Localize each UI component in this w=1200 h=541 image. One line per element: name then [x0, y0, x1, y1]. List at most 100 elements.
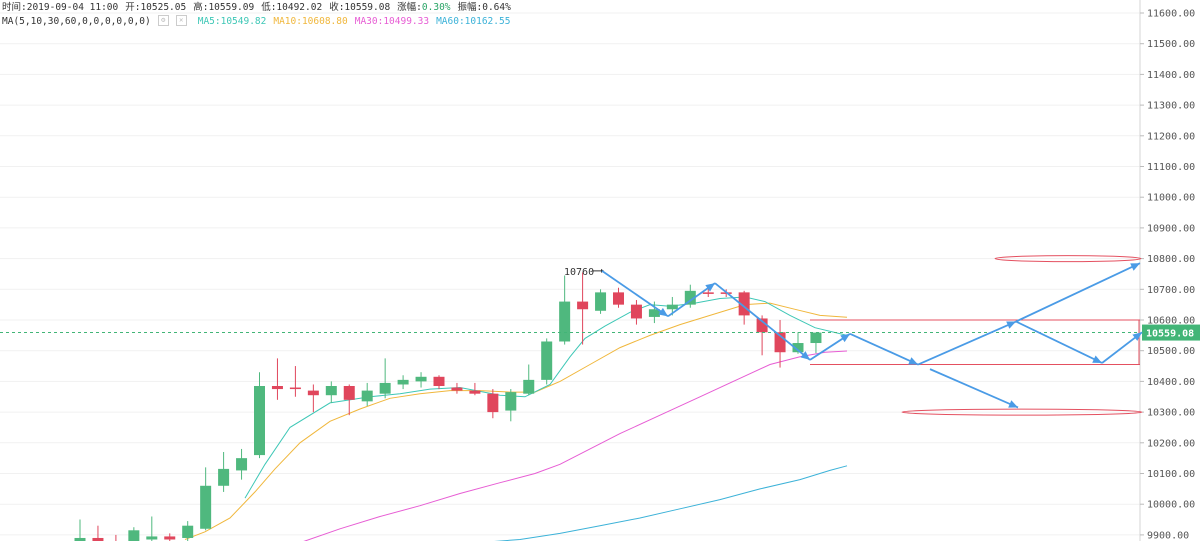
candle — [433, 375, 445, 390]
projection-line — [667, 282, 716, 318]
candle — [289, 366, 301, 397]
candle-body — [74, 537, 86, 541]
projection-arrow — [1015, 262, 1141, 323]
tick-label: 11300.00 — [1147, 101, 1195, 112]
candle — [164, 533, 176, 541]
candle-body — [397, 379, 409, 385]
candle-body — [361, 390, 373, 402]
projection-arrowhead — [1132, 332, 1142, 341]
candle — [523, 364, 535, 396]
projection-arrow — [1101, 331, 1143, 364]
projection-arrowhead — [1006, 321, 1016, 329]
candle-body — [307, 390, 319, 396]
candle-body — [595, 292, 607, 311]
open-value: 开:10525.05 — [125, 2, 187, 13]
candle-body — [684, 290, 696, 305]
candle — [702, 287, 714, 297]
candle — [774, 320, 786, 368]
projection-arrowhead — [1130, 263, 1140, 271]
candle-body — [415, 376, 427, 382]
time-value: 时间:2019-09-04 11:00 — [2, 2, 119, 13]
projection-arrowhead — [705, 283, 715, 292]
tick-label: 10900.00 — [1147, 223, 1195, 234]
candle-body — [505, 392, 517, 411]
candle — [74, 519, 86, 541]
candle-body — [648, 309, 660, 317]
candle-body — [702, 292, 714, 294]
ma-info-row: MA(5,10,30,60,0,0,0,0,0,0) ⚙ ✕ MA5:10549.… — [2, 15, 517, 29]
candle-body — [289, 387, 301, 390]
candle — [451, 382, 463, 394]
candle — [613, 287, 624, 308]
tick-label: 10600.00 — [1147, 316, 1195, 327]
candle — [397, 375, 409, 390]
candle-body — [613, 292, 624, 305]
candle — [236, 448, 248, 480]
tick-label: 11400.00 — [1147, 70, 1195, 81]
candle-body — [541, 341, 553, 380]
projection-arrow — [917, 320, 1017, 366]
candle — [541, 338, 553, 385]
candle — [128, 527, 140, 541]
close-icon[interactable]: ✕ — [175, 15, 187, 26]
candle — [630, 300, 642, 325]
change-value: 涨幅:0.30% — [397, 2, 451, 13]
candle-body — [271, 386, 283, 390]
tick-label: 10300.00 — [1147, 408, 1195, 419]
candle-body — [774, 332, 786, 353]
candle — [577, 272, 589, 345]
candle — [146, 516, 158, 541]
projection-arrow — [601, 270, 669, 318]
tick-label: 10400.00 — [1147, 377, 1195, 388]
projection-arrowhead — [1092, 355, 1102, 363]
current-price-tag — [1142, 324, 1200, 341]
ma30-line — [303, 350, 848, 541]
projection-arrow — [714, 282, 811, 361]
candle — [200, 467, 212, 531]
candle-body — [756, 318, 768, 333]
annotations: 10559.08 10760 — [0, 255, 1200, 416]
projection-arrowhead — [658, 307, 668, 317]
candle — [218, 452, 230, 492]
candle-body — [433, 376, 445, 387]
candle — [559, 275, 571, 345]
candle — [307, 384, 319, 413]
tick-label: 10000.00 — [1147, 500, 1195, 511]
candle-body — [738, 292, 750, 316]
candle — [648, 301, 660, 324]
projection-line — [714, 282, 811, 361]
tick-label: 9900.00 — [1147, 530, 1189, 541]
candle-body — [236, 458, 248, 471]
projection-line — [1015, 320, 1103, 364]
candle-body — [487, 393, 499, 413]
candle — [379, 358, 391, 399]
candle-body — [218, 468, 230, 486]
projection-line — [601, 270, 669, 318]
peak-label: 10760 — [564, 267, 594, 278]
candle-body — [792, 343, 804, 353]
candle — [415, 372, 427, 388]
candle-body — [379, 382, 391, 394]
candle-body — [343, 386, 355, 400]
tick-label: 10500.00 — [1147, 346, 1195, 357]
candle-body — [523, 379, 535, 394]
tick-label: 11100.00 — [1147, 162, 1195, 173]
candle-body — [325, 386, 337, 396]
candle-body — [469, 390, 481, 394]
candle-body — [200, 485, 212, 529]
candle-body — [164, 536, 176, 540]
projection-arrow — [1015, 320, 1103, 364]
tick-label: 11000.00 — [1147, 193, 1195, 204]
projection-line — [917, 320, 1017, 366]
candle-body — [577, 301, 589, 310]
tick-label: 10200.00 — [1147, 438, 1195, 449]
projection-arrowhead — [1008, 400, 1018, 408]
candle — [595, 289, 607, 314]
settings-icon[interactable]: ⚙ — [157, 15, 169, 26]
candle-body — [451, 387, 463, 391]
candle — [115, 534, 117, 541]
amplitude-value: 振幅:0.64% — [457, 2, 511, 13]
projection-arrowhead — [908, 357, 918, 365]
tick-label: 10100.00 — [1147, 469, 1195, 480]
